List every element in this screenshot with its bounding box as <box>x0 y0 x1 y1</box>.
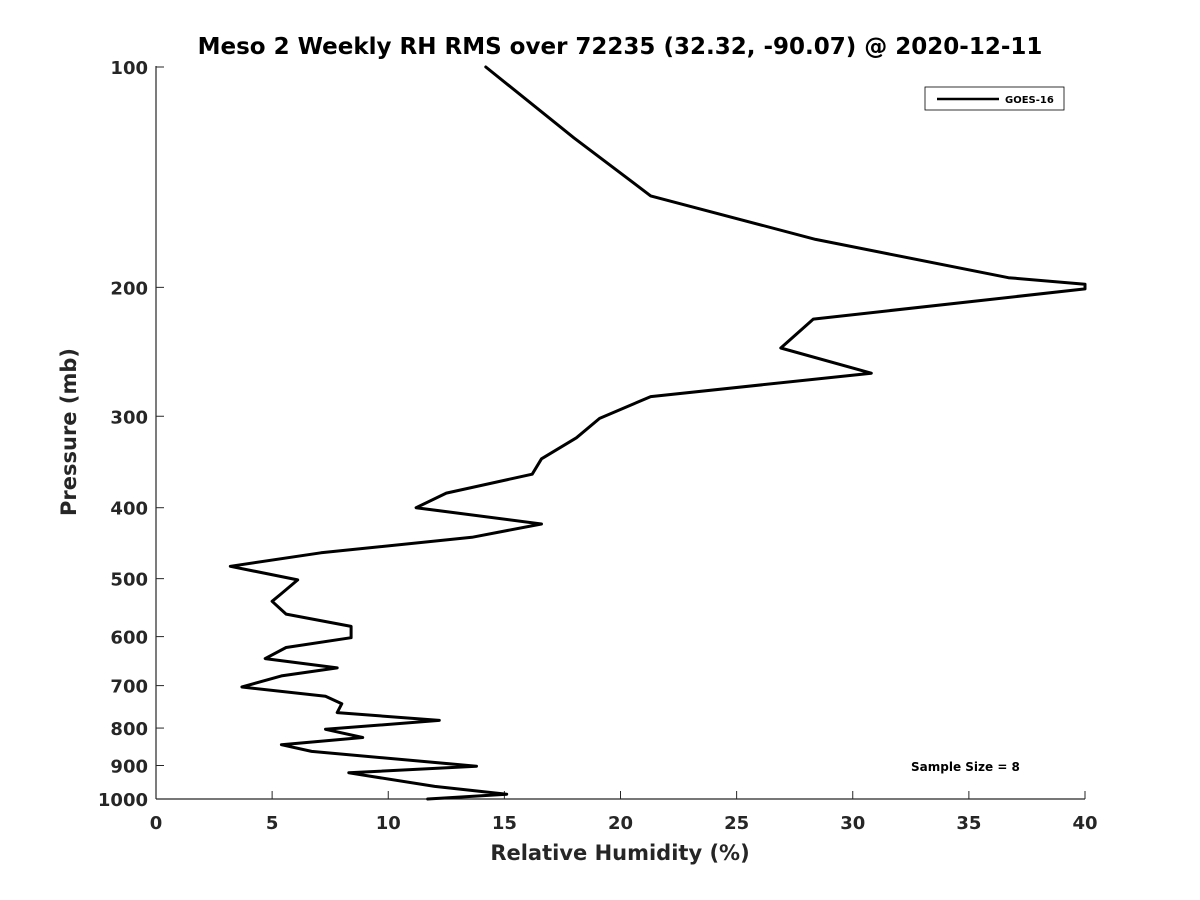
series-group <box>228 65 1087 801</box>
chart-title: Meso 2 Weekly RH RMS over 72235 (32.32, … <box>198 34 1043 60</box>
y-tick-label: 700 <box>110 677 148 698</box>
x-tick-label: 15 <box>492 813 517 834</box>
sample-size-annotation: Sample Size = 8 <box>911 760 1020 774</box>
series-line-goes-16 <box>228 65 1087 801</box>
x-tick-label: 30 <box>840 813 865 834</box>
y-tick-label: 500 <box>110 570 148 591</box>
x-axis-label: Relative Humidity (%) <box>490 841 749 865</box>
y-tick-label: 600 <box>110 628 148 649</box>
y-tick-label: 300 <box>110 407 148 428</box>
x-tick-label: 40 <box>1072 813 1097 834</box>
x-tick-label: 5 <box>266 813 279 834</box>
y-axis-label: Pressure (mb) <box>57 348 81 516</box>
y-tick-label: 100 <box>110 58 148 79</box>
legend-label-goes-16: GOES-16 <box>1005 95 1054 106</box>
y-ticks: 100 200 300 400 500 600 700 800 900 1000 <box>98 58 164 811</box>
x-tick-label: 0 <box>150 813 163 834</box>
x-tick-label: 35 <box>956 813 981 834</box>
x-tick-label: 20 <box>608 813 633 834</box>
y-tick-label: 200 <box>110 278 148 299</box>
y-tick-label: 900 <box>110 757 148 778</box>
x-tick-label: 25 <box>724 813 749 834</box>
y-tick-label: 1000 <box>98 790 148 811</box>
x-ticks: 0 5 10 15 20 25 30 35 40 <box>150 791 1098 834</box>
x-tick-label: 10 <box>376 813 401 834</box>
legend: GOES-16 <box>924 86 1065 111</box>
y-tick-label: 800 <box>110 719 148 740</box>
y-tick-label: 400 <box>110 499 148 520</box>
plot-area <box>156 67 1085 799</box>
